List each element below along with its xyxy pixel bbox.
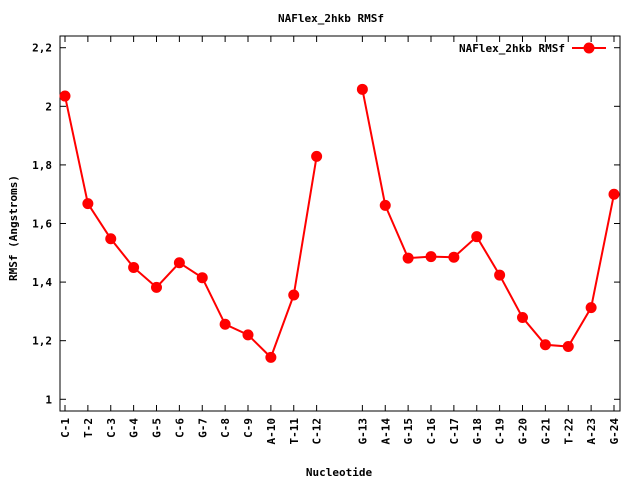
legend-label: NAFlex_2hkb RMSf <box>459 42 565 55</box>
data-point <box>494 269 506 281</box>
series-line <box>361 89 615 348</box>
legend-marker <box>583 42 595 54</box>
x-tick-label: C-8 <box>219 418 232 438</box>
data-point <box>402 252 414 264</box>
x-tick-label: C-16 <box>425 418 438 445</box>
x-tick-label: G-18 <box>471 418 484 445</box>
x-tick-label: T-2 <box>82 418 95 438</box>
x-tick-label: G-7 <box>196 418 209 438</box>
data-point <box>128 261 140 273</box>
data-point <box>59 90 71 102</box>
x-tick-label: G-5 <box>151 418 164 438</box>
data-point <box>219 318 231 330</box>
data-point <box>425 251 437 263</box>
x-tick-label: C-9 <box>242 418 255 438</box>
y-tick-label: 1,6 <box>32 218 52 231</box>
x-tick-label: G-15 <box>402 418 415 445</box>
x-tick-label: T-11 <box>288 418 301 445</box>
data-point <box>379 199 391 211</box>
data-point <box>356 83 368 95</box>
x-tick-label: G-24 <box>608 418 621 445</box>
data-point <box>539 339 551 351</box>
data-point <box>265 351 277 363</box>
data-point <box>288 289 300 301</box>
x-tick-label: C-19 <box>494 418 507 445</box>
series-line <box>64 95 318 360</box>
x-axis-title: Nucleotide <box>306 466 373 479</box>
x-tick-label: G-21 <box>539 418 552 445</box>
y-tick-label: 1 <box>45 393 52 406</box>
y-axis-title: RMSf (Angstroms) <box>7 175 20 281</box>
x-tick-label: A-14 <box>379 418 392 445</box>
x-tick-label: G-13 <box>356 418 369 445</box>
y-tick-label: 1,8 <box>32 159 52 172</box>
data-point <box>517 312 528 324</box>
y-tick-label: 2 <box>45 100 52 113</box>
y-tick-label: 1,2 <box>32 335 52 348</box>
data-point <box>448 251 460 263</box>
x-tick-label: C-3 <box>105 418 118 438</box>
x-tick-label: C-17 <box>448 418 461 445</box>
x-tick-label: A-23 <box>585 418 598 445</box>
data-point <box>311 150 323 162</box>
x-tick-label: C-1 <box>59 418 72 438</box>
plot-border <box>59 35 621 412</box>
data-point <box>585 302 597 314</box>
x-tick-label: G-4 <box>128 418 141 438</box>
data-point <box>608 188 620 200</box>
x-tick-label: C-6 <box>173 418 186 438</box>
data-point <box>105 233 117 245</box>
data-point <box>471 231 483 243</box>
x-tick-label: C-12 <box>311 418 324 445</box>
data-point <box>242 329 254 341</box>
data-point <box>196 272 208 284</box>
y-tick-label: 2,2 <box>32 42 52 55</box>
data-point <box>562 341 574 353</box>
x-tick-label: G-20 <box>517 418 530 445</box>
data-point <box>151 281 162 293</box>
x-tick-label: A-10 <box>265 418 278 445</box>
x-tick-label: T-22 <box>562 418 575 445</box>
y-tick-label: 1,4 <box>32 276 52 289</box>
chart-title: NAFlex_2hkb RMSf <box>278 12 384 25</box>
data-point <box>173 257 185 269</box>
data-point <box>82 198 94 210</box>
